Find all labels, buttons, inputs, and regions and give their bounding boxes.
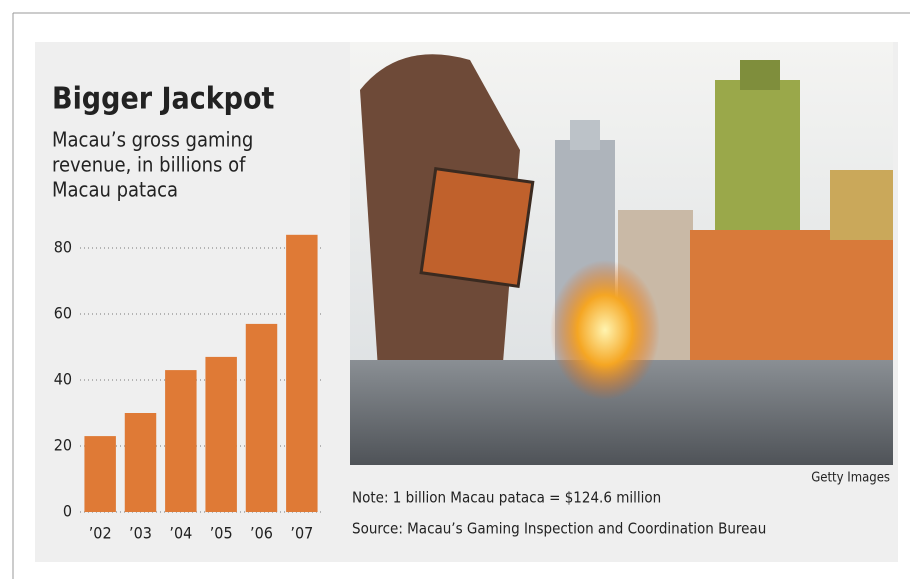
x-tick-label: ’03 xyxy=(129,524,152,543)
subtitle-line: Macau pataca xyxy=(52,178,178,202)
y-tick-label: 20 xyxy=(54,436,72,455)
bar xyxy=(205,356,237,512)
y-tick-label: 0 xyxy=(63,502,72,521)
x-tick-label: ’02 xyxy=(89,524,112,543)
bar xyxy=(286,234,318,513)
photo-credit: Getty Images xyxy=(811,471,890,486)
bar xyxy=(245,323,278,512)
x-tick-label: ’04 xyxy=(169,524,192,543)
subtitle-line: Macau’s gross gaming xyxy=(52,128,253,152)
bar xyxy=(84,436,116,512)
x-tick-label: ’07 xyxy=(290,524,313,543)
y-tick-label: 40 xyxy=(54,370,72,389)
source: Source: Macau’s Gaming Inspection and Co… xyxy=(352,520,766,538)
photo xyxy=(350,42,893,465)
note: Note: 1 billion Macau pataca = $124.6 mi… xyxy=(352,489,661,507)
y-tick-label: 80 xyxy=(54,238,72,257)
chart-title: Bigger Jackpot xyxy=(52,82,275,117)
bar xyxy=(165,370,197,512)
y-tick-label: 60 xyxy=(54,304,72,323)
bar xyxy=(124,413,157,512)
x-tick-label: ’05 xyxy=(210,524,233,543)
subtitle-line: revenue, in billions of xyxy=(52,153,246,177)
x-tick-label: ’06 xyxy=(250,524,273,543)
